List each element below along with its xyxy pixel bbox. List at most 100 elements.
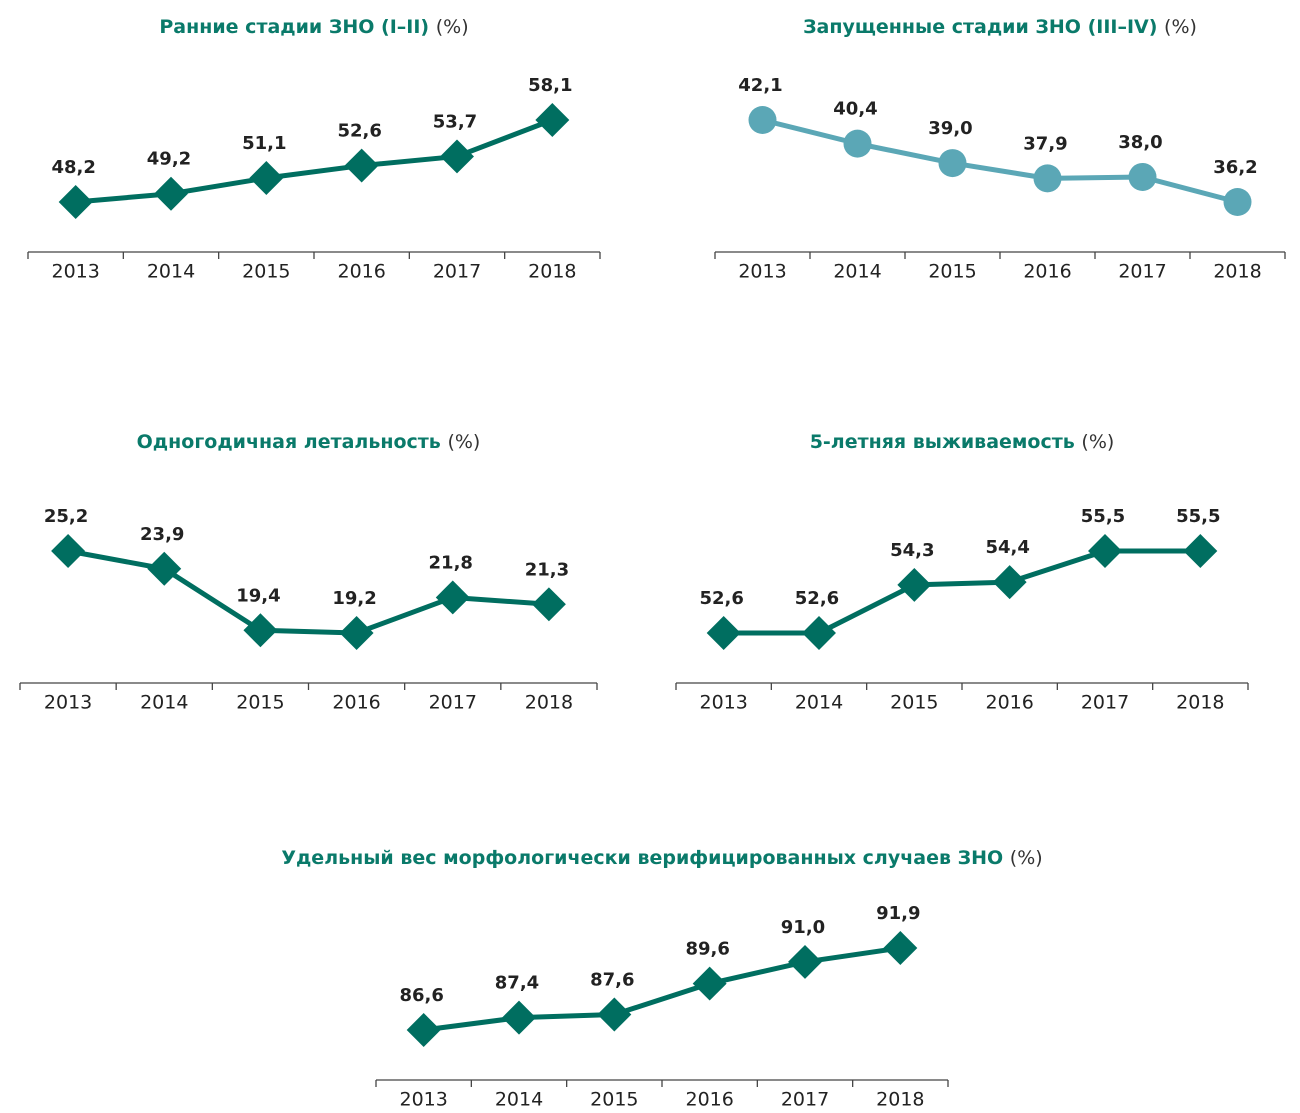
marker: [788, 944, 822, 979]
x-tick-label: 2016: [332, 692, 380, 714]
data-label: 23,9: [140, 524, 184, 545]
data-label: 19,2: [332, 588, 376, 609]
x-tick-label: 2018: [525, 692, 573, 714]
marker: [154, 176, 188, 211]
data-label: 19,4: [236, 585, 280, 606]
x-tick-label: 2015: [590, 1089, 638, 1111]
x-tick-label: 2018: [1213, 261, 1261, 283]
title-unit: (%): [1164, 16, 1197, 38]
marker: [1033, 164, 1062, 193]
title-unit: (%): [447, 431, 480, 453]
data-line: [761, 117, 1239, 205]
x-tick-label: 2013: [51, 261, 99, 283]
marker: [339, 616, 374, 650]
data-label: 52,6: [795, 588, 839, 609]
data-label: 51,1: [242, 133, 286, 154]
marker: [243, 613, 278, 648]
x-tick-label: 2015: [236, 692, 284, 714]
chart-title: Одногодичная летальность (%): [137, 431, 481, 453]
data-label: 87,4: [495, 973, 539, 994]
x-tick-label: 2018: [876, 1089, 924, 1111]
title-text: Одногодичная летальность: [137, 431, 441, 453]
x-tick-label: 2014: [795, 692, 843, 714]
x-tick-label: 2016: [337, 261, 385, 283]
x-tick-label: 2015: [890, 692, 938, 714]
x-tick-label: 2016: [685, 1089, 733, 1111]
x-tick-label: 2015: [242, 261, 290, 283]
marker: [802, 616, 836, 650]
marker: [51, 534, 86, 568]
data-label: 91,9: [876, 903, 920, 924]
data-label: 52,6: [337, 121, 381, 142]
x-tick-label: 2014: [495, 1089, 543, 1111]
marker: [1183, 534, 1218, 568]
x-tick-label: 2015: [928, 261, 976, 283]
x-tick-label: 2017: [1081, 692, 1129, 714]
marker: [897, 567, 932, 602]
data-label: 37,9: [1023, 133, 1067, 154]
data-label: 55,5: [1081, 506, 1125, 527]
title-unit: (%): [1010, 847, 1043, 869]
marker: [938, 149, 967, 178]
data-label: 25,2: [44, 506, 88, 527]
data-label: 42,1: [738, 75, 782, 96]
marker: [58, 185, 93, 219]
data-label: 40,4: [833, 99, 877, 120]
marker: [597, 997, 632, 1032]
marker: [344, 148, 379, 183]
x-tick-label: 2014: [140, 692, 188, 714]
title-text: Удельный вес морфологически верифицирова…: [281, 847, 1003, 869]
x-tick-label: 2013: [699, 692, 747, 714]
data-label: 49,2: [147, 149, 191, 170]
title-text: Запущенные стадии ЗНО (III–IV): [803, 16, 1157, 38]
data-label: 52,6: [699, 588, 743, 609]
chart-title: Запущенные стадии ЗНО (III–IV) (%): [803, 16, 1197, 38]
x-tick-label: 2017: [433, 261, 481, 283]
x-tick-label: 2013: [399, 1089, 447, 1111]
data-label: 54,4: [985, 537, 1029, 558]
marker: [1128, 162, 1157, 191]
data-line: [75, 117, 554, 205]
title-text: Ранние стадии ЗНО (I–II): [159, 16, 429, 38]
marker: [435, 580, 470, 615]
data-label: 91,0: [781, 917, 825, 938]
marker: [706, 616, 741, 650]
x-tick-label: 2014: [147, 261, 195, 283]
data-label: 21,3: [525, 559, 569, 580]
data-label: 86,6: [399, 985, 443, 1006]
x-tick-label: 2018: [528, 261, 576, 283]
x-tick-label: 2017: [429, 692, 477, 714]
marker: [1088, 534, 1122, 568]
marker: [502, 1000, 536, 1035]
data-label: 89,6: [685, 939, 729, 960]
data-label: 87,6: [590, 970, 634, 991]
marker: [147, 551, 182, 586]
data-label: 54,3: [890, 540, 934, 561]
x-tick-label: 2016: [985, 692, 1033, 714]
title-unit: (%): [1081, 431, 1114, 453]
chart-title: Ранние стадии ЗНО (I–II) (%): [159, 16, 468, 38]
marker: [1223, 188, 1252, 216]
data-line: [423, 945, 901, 1033]
data-label: 21,8: [429, 552, 473, 573]
data-label: 36,2: [1213, 157, 1257, 178]
data-label: 38,0: [1118, 132, 1162, 153]
chart-title: Удельный вес морфологически верифицирова…: [281, 847, 1042, 869]
marker: [883, 931, 918, 965]
marker: [440, 139, 474, 174]
x-tick-label: 2017: [781, 1089, 829, 1111]
title-text: 5-летняя выживаемость: [810, 431, 1075, 453]
x-tick-label: 2017: [1118, 261, 1166, 283]
marker: [843, 129, 872, 158]
marker: [535, 103, 570, 137]
x-tick-label: 2013: [44, 692, 92, 714]
data-label: 58,1: [528, 75, 572, 96]
x-tick-label: 2014: [833, 261, 881, 283]
marker: [748, 106, 777, 134]
data-label: 53,7: [433, 111, 477, 132]
chart-title: 5-летняя выживаемость (%): [810, 431, 1115, 453]
marker: [249, 161, 284, 195]
data-label: 39,0: [928, 118, 972, 139]
marker: [406, 1013, 441, 1047]
